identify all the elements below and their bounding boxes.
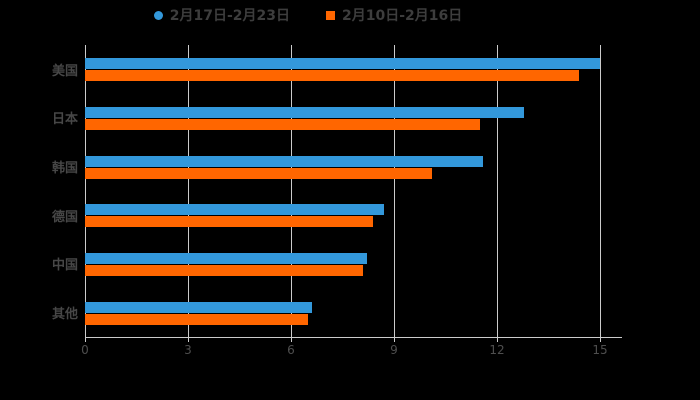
x-axis: 0 3 6 9 12 15 (81, 337, 608, 357)
x-tick-label-0: 0 (81, 343, 89, 357)
plot-area (85, 45, 601, 337)
x-tick-mark-9 (394, 338, 395, 342)
legend-item-week1[interactable]: 2月10日-2月16日 (326, 5, 462, 25)
gridline-x-12 (497, 45, 498, 337)
chart-legend: 2月17日-2月23日 2月10日-2月16日 (0, 5, 616, 25)
bar-pair-4 (85, 204, 600, 228)
bar-series-2-row-2[interactable] (85, 118, 480, 130)
category-band-3 (85, 142, 600, 191)
x-tick-mark-12 (497, 338, 498, 342)
legend-item-week2[interactable]: 2月17日-2月23日 (153, 5, 290, 25)
bar-pair-3 (85, 155, 600, 179)
category-band-4 (85, 191, 600, 240)
bar-series-1-row-6[interactable] (85, 301, 312, 313)
category-label-6: 其他 (51, 307, 78, 323)
x-tick-mark-0 (85, 338, 86, 342)
bar-pair-6 (85, 301, 600, 325)
x-tick-mark-15 (600, 338, 601, 342)
x-axis-line (85, 337, 622, 338)
bar-series-2-row-1[interactable] (85, 70, 580, 82)
bar-pair-1 (85, 58, 600, 82)
x-tick-label-15: 15 (592, 343, 608, 357)
bar-series-2-row-3[interactable] (85, 167, 432, 179)
category-label-4: 德国 (51, 209, 78, 225)
category-band-5 (85, 240, 600, 289)
category-label-band-3: 韩国 (0, 142, 78, 191)
gridline-x-3 (188, 45, 189, 337)
bar-series-1-row-5[interactable] (85, 252, 367, 264)
x-tick-label-9: 9 (390, 343, 398, 357)
gridline-x-6 (291, 45, 292, 337)
x-tick-mark-3 (188, 338, 189, 342)
category-label-5: 中国 (51, 258, 78, 274)
category-band-2 (85, 94, 600, 143)
x-tick-label-3: 3 (184, 343, 192, 357)
legend-label-week1: 2月10日-2月16日 (342, 8, 463, 24)
bar-series-2-row-6[interactable] (85, 313, 309, 325)
gridline-x-9 (394, 45, 395, 337)
bar-series-2-row-4[interactable] (85, 216, 374, 228)
legend-marker-square-icon (326, 10, 335, 20)
bar-series-1-row-1[interactable] (85, 58, 600, 70)
category-label-1: 美国 (51, 63, 78, 79)
bar-pair-2 (85, 106, 600, 130)
gridline-x-0 (85, 45, 86, 337)
category-band-1 (85, 45, 600, 94)
gridline-x-15 (600, 45, 601, 337)
x-tick-label-6: 6 (287, 343, 295, 357)
bar-series-1-row-2[interactable] (85, 106, 525, 118)
bar-pair-5 (85, 252, 600, 276)
x-tick-label-12: 12 (489, 343, 505, 357)
bar-series-1-row-4[interactable] (85, 204, 384, 216)
category-label-band-5: 中国 (0, 240, 78, 289)
category-label-band-1: 美国 (0, 45, 78, 94)
category-label-band-4: 德国 (0, 191, 78, 240)
bar-series-2-row-5[interactable] (85, 264, 364, 276)
legend-marker-circle-icon (153, 10, 163, 20)
bar-series-1-row-3[interactable] (85, 155, 484, 167)
y-axis-labels: 美国日本韩国德国中国其他 (0, 45, 78, 337)
category-label-2: 日本 (51, 112, 78, 128)
category-label-band-6: 其他 (0, 288, 78, 337)
legend-label-week2: 2月17日-2月23日 (169, 8, 290, 24)
x-tick-mark-6 (291, 338, 292, 342)
category-band-6 (85, 288, 600, 337)
category-label-band-2: 日本 (0, 94, 78, 143)
category-label-3: 韩国 (51, 161, 78, 177)
